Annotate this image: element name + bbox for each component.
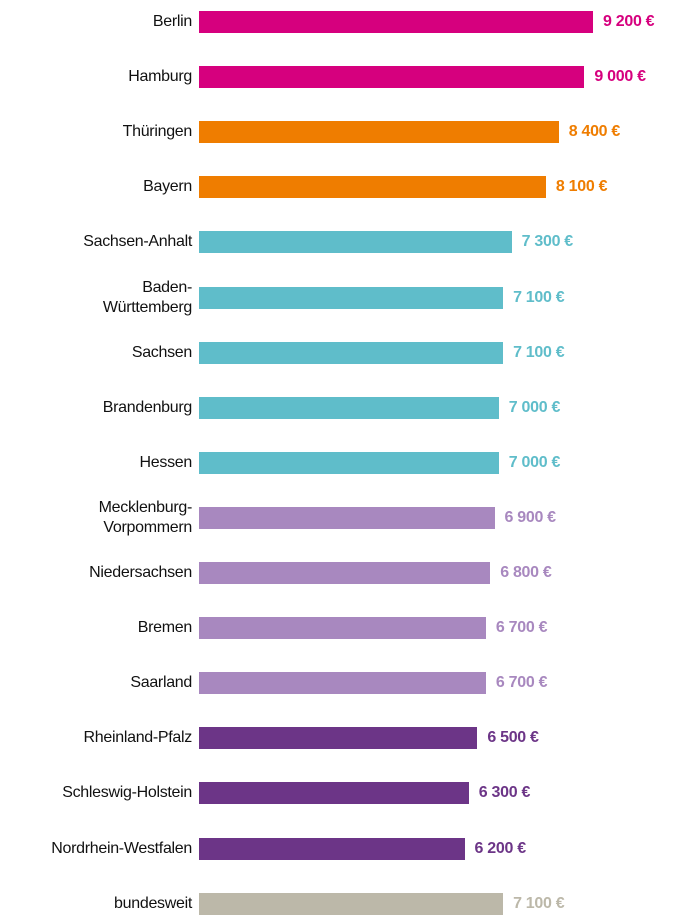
bar [199, 837, 465, 860]
value-label: 6 700 € [495, 674, 548, 692]
category-label: Hessen [139, 453, 193, 471]
value-label: 6 900 € [504, 508, 557, 526]
category-label: Bayern [143, 178, 192, 196]
bar [199, 782, 469, 805]
category-label: Nordrhein-Westfalen [51, 839, 192, 857]
category-label: Niedersachsen [89, 564, 192, 581]
value-label: 8 100 € [555, 178, 608, 196]
category-label: Saarland [130, 674, 192, 692]
value-label: 7 000 € [508, 398, 561, 416]
category-label: Sachsen-Anhalt [83, 233, 192, 251]
value-label: 9 200 € [603, 13, 655, 30]
bar [199, 66, 585, 89]
value-label: 9 000 € [594, 68, 646, 86]
bar [199, 231, 512, 254]
category-label: Rheinland-Pfalz [83, 729, 193, 747]
value-label: 7 300 € [521, 233, 574, 251]
category-label: bundesweit [114, 894, 192, 912]
bar [199, 727, 478, 750]
value-label: 6 300 € [478, 784, 531, 802]
bar [199, 562, 491, 584]
value-label: 6 500 € [487, 729, 539, 747]
bar [199, 617, 486, 640]
bar [199, 396, 499, 419]
category-label: Thüringen [122, 123, 193, 141]
category-label: Brandenburg [102, 398, 193, 416]
value-label: 6 200 € [474, 839, 527, 857]
bar [199, 286, 504, 309]
value-label: 6 700 € [495, 619, 548, 637]
category-label: Mecklenburg- Vorpommern [98, 498, 193, 536]
bar [199, 506, 495, 529]
value-label: 8 400 € [568, 123, 621, 141]
bar [199, 11, 593, 33]
value-label: 7 000 € [508, 453, 561, 471]
bar [199, 341, 504, 364]
category-label: Schleswig-Holstein [62, 784, 192, 802]
category-label: Baden- Württemberg [102, 278, 192, 316]
bar [199, 672, 486, 695]
category-label: Hamburg [128, 68, 192, 86]
bar [199, 121, 559, 144]
category-label: Bremen [137, 619, 193, 637]
value-label: 7 100 € [513, 894, 565, 912]
bar [199, 451, 499, 474]
bar [199, 892, 504, 915]
value-label: 7 100 € [513, 288, 565, 306]
category-label: Berlin [152, 13, 192, 30]
value-label: 7 100 € [513, 343, 565, 361]
value-label: 6 800 € [500, 564, 552, 581]
bar [199, 176, 546, 199]
category-label: Sachsen [131, 343, 192, 361]
